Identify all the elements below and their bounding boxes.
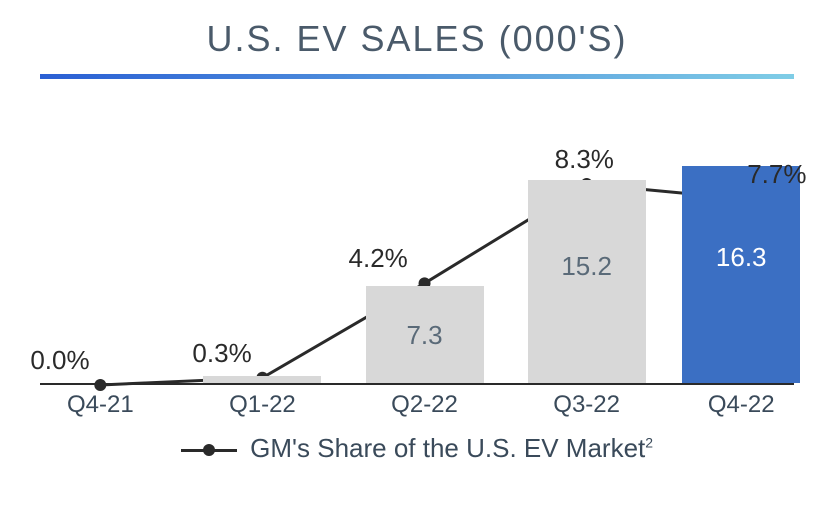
legend-superscript: 2 (645, 434, 653, 450)
line-value-label: 4.2% (349, 243, 408, 274)
bar-value-label: 7.3 (366, 320, 484, 351)
line-value-label: 0.0% (30, 345, 89, 376)
x-axis-label: Q4-21 (31, 391, 169, 419)
plot-area: Q4-21Q1-227.3Q2-2215.2Q3-2216.3Q4-220.0%… (40, 89, 794, 419)
title-underline (40, 74, 794, 79)
legend: GM's Share of the U.S. EV Market2 (40, 433, 794, 464)
legend-marker (203, 444, 215, 456)
bar-value-label: 16.3 (682, 242, 800, 273)
x-axis-label: Q1-22 (193, 391, 331, 419)
bar-q2-22: 7.3 (366, 286, 484, 383)
line-value-label: 7.7% (747, 159, 806, 190)
chart-title: U.S. EV SALES (000'S) (40, 18, 794, 60)
chart-container: U.S. EV SALES (000'S) Q4-21 Q1-22 7.3 Q2-22… (0, 0, 834, 528)
line-value-label: 8.3% (555, 144, 614, 175)
bar-value-label: 15.2 (528, 251, 646, 282)
line-value-label: 0.3% (192, 338, 251, 369)
legend-text: GM's Share of the U.S. EV Market (250, 433, 645, 463)
x-axis-label: Q3-22 (518, 391, 656, 419)
x-axis-label: Q4-22 (672, 391, 810, 419)
bar-q1-22 (203, 376, 321, 383)
bar-q3-22: 15.2 (528, 180, 646, 383)
x-axis-label: Q2-22 (356, 391, 494, 419)
line-marker (94, 379, 106, 391)
bar-q4-22: 16.3 (682, 166, 800, 383)
legend-line-sample (181, 449, 237, 452)
x-axis-line (40, 383, 794, 385)
